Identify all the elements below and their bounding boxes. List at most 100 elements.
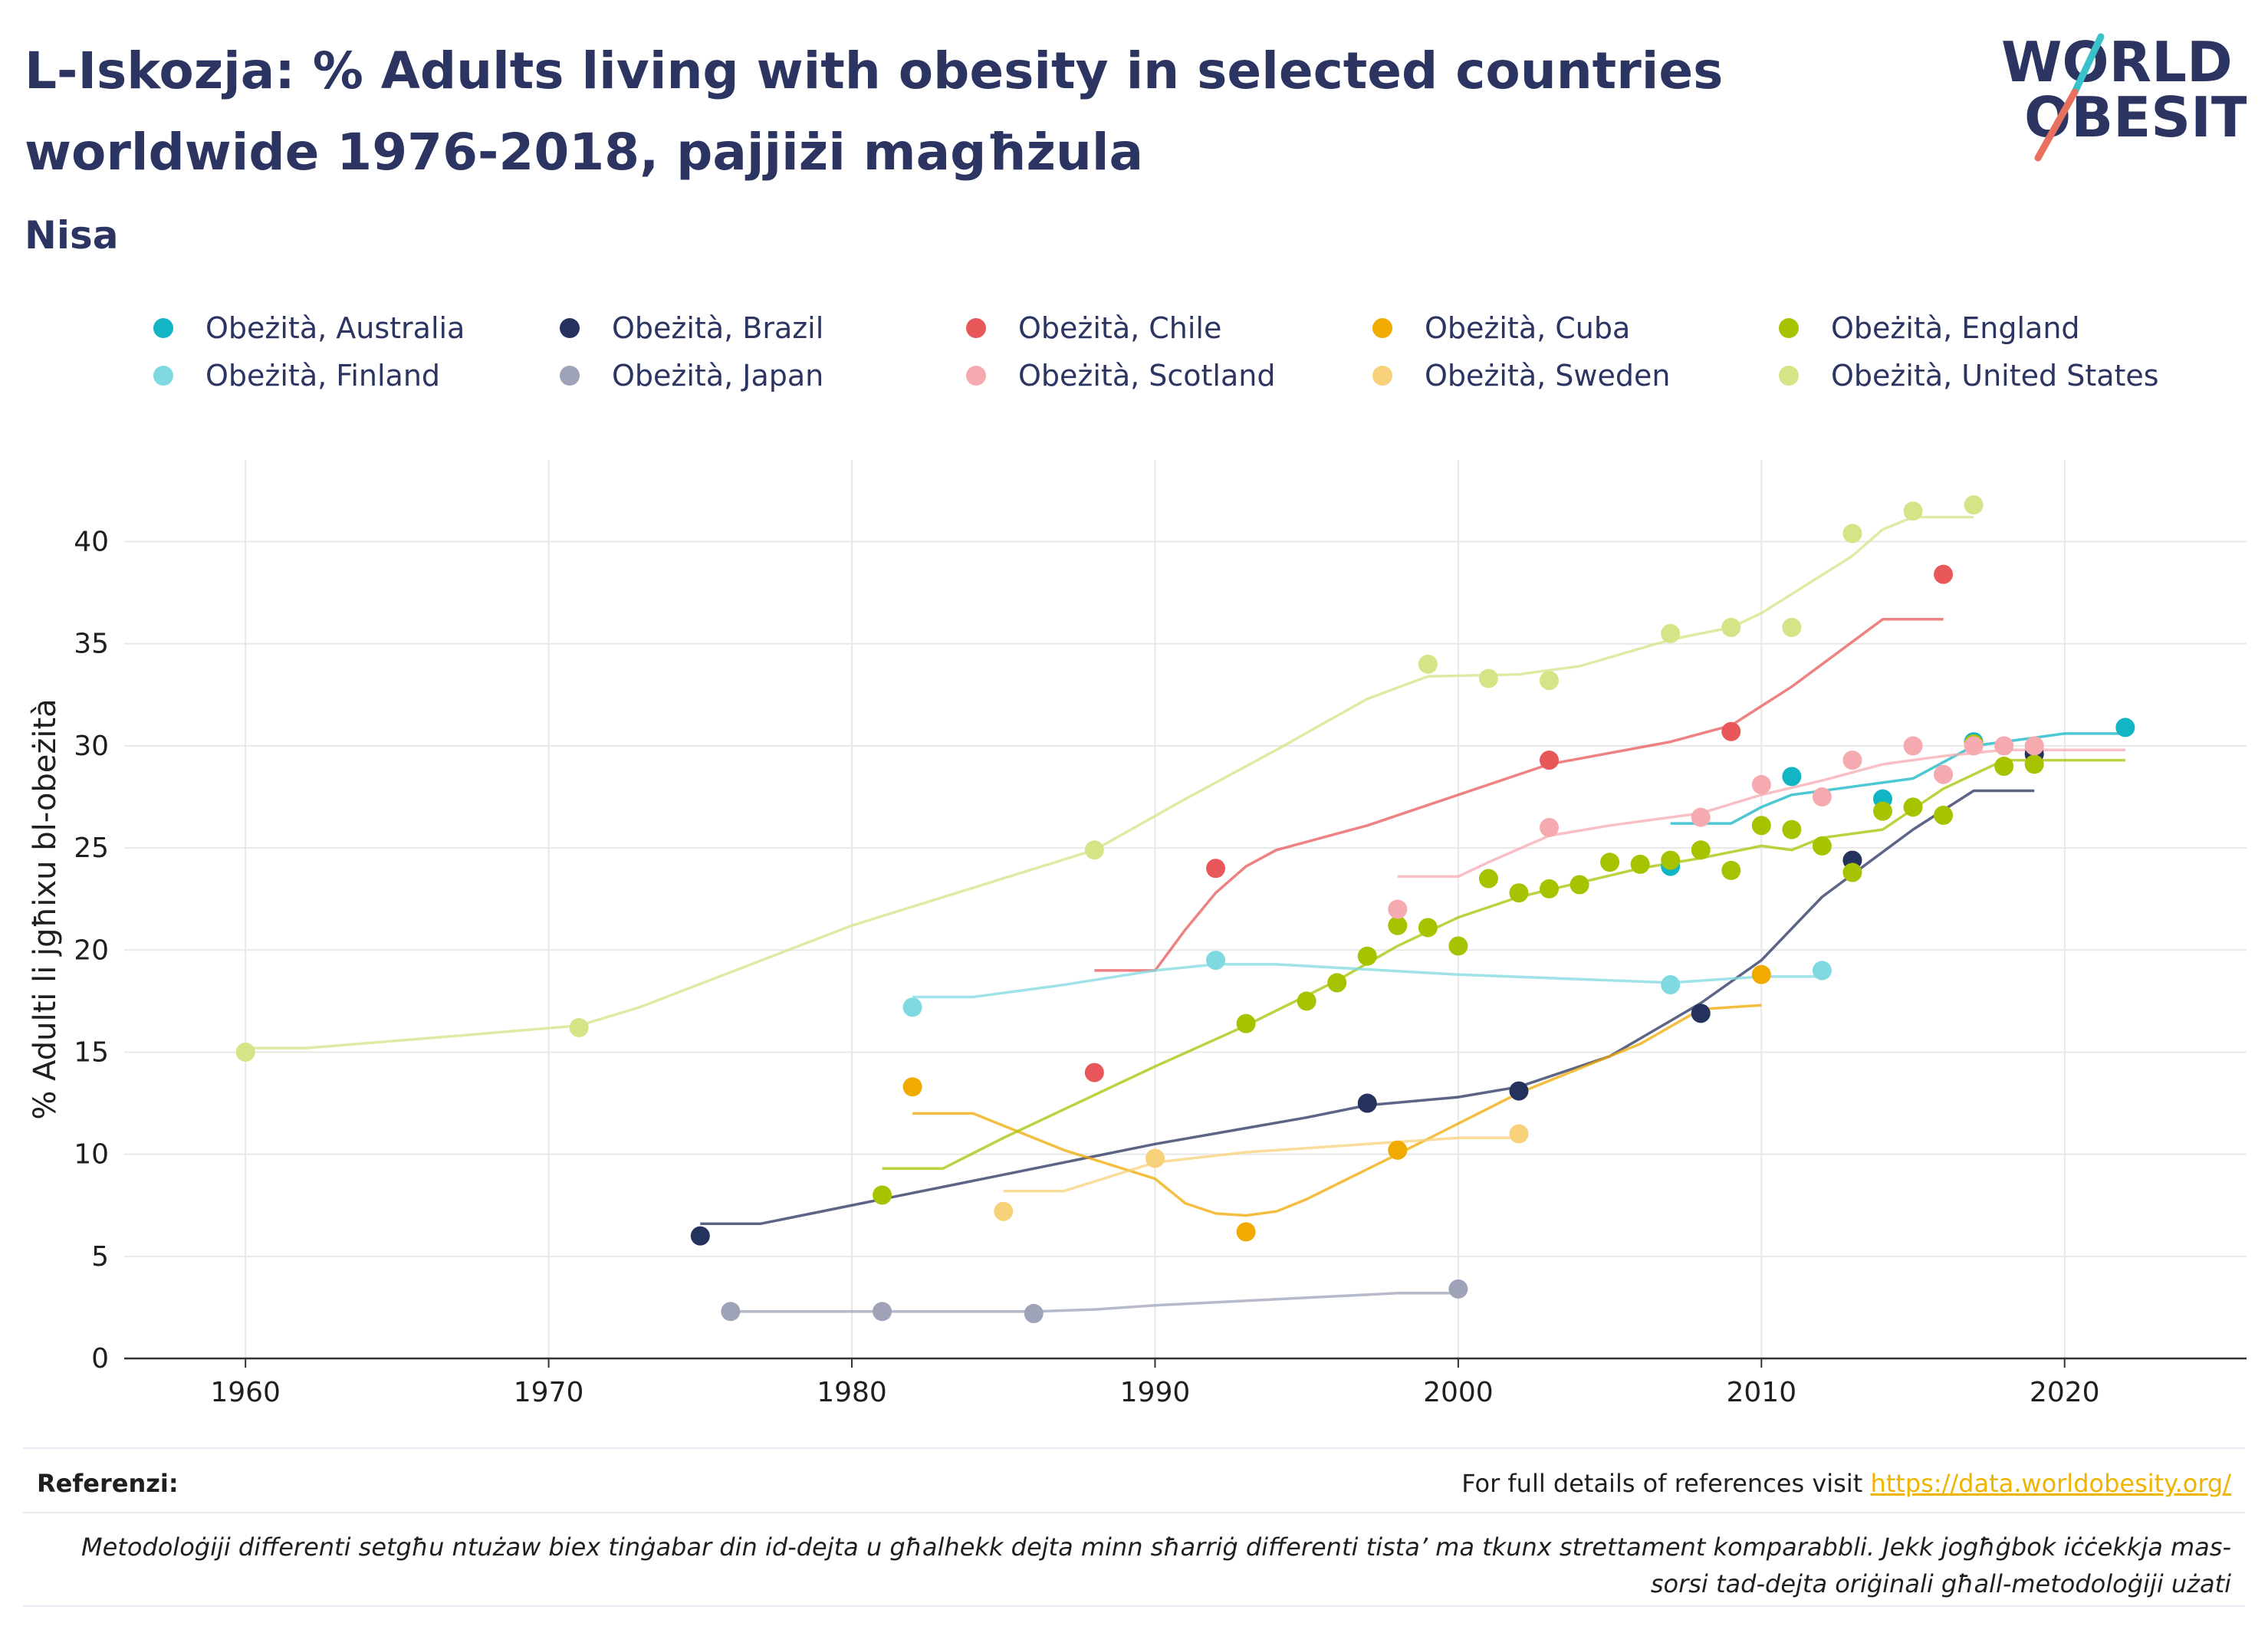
data-point-england[interactable] bbox=[1478, 869, 1498, 889]
data-point-japan[interactable] bbox=[873, 1302, 892, 1322]
data-point-chile[interactable] bbox=[1540, 751, 1560, 770]
legend-item[interactable]: Obeżità, Finland bbox=[153, 353, 440, 399]
legend-item[interactable]: Obeżità, Japan bbox=[560, 353, 823, 399]
data-point-chile[interactable] bbox=[1934, 564, 1954, 584]
data-point-sweden[interactable] bbox=[1509, 1124, 1529, 1144]
data-point-england[interactable] bbox=[873, 1185, 892, 1205]
data-point-united-states[interactable] bbox=[1964, 495, 1984, 515]
data-point-england[interactable] bbox=[1630, 854, 1650, 874]
data-point-united-states[interactable] bbox=[1721, 617, 1741, 637]
data-point-england[interactable] bbox=[1872, 801, 1892, 821]
data-point-united-states[interactable] bbox=[1478, 668, 1498, 688]
data-point-united-states[interactable] bbox=[235, 1042, 255, 1062]
legend-item[interactable]: Obeżità, Scotland bbox=[966, 353, 1275, 399]
data-point-cuba[interactable] bbox=[1388, 1140, 1408, 1160]
data-point-brazil[interactable] bbox=[1357, 1093, 1377, 1113]
data-point-england[interactable] bbox=[1327, 973, 1347, 993]
data-point-united-states[interactable] bbox=[569, 1017, 589, 1037]
data-point-england[interactable] bbox=[1782, 820, 1802, 839]
data-point-united-states[interactable] bbox=[1842, 524, 1862, 544]
data-point-scotland[interactable] bbox=[1751, 775, 1771, 795]
legend-item[interactable]: Obeżità, Chile bbox=[966, 305, 1221, 351]
data-point-japan[interactable] bbox=[721, 1302, 741, 1322]
chart-title: L-Iskozja: % Adults living with obesity … bbox=[25, 41, 1724, 182]
data-point-scotland[interactable] bbox=[1812, 787, 1832, 806]
data-point-england[interactable] bbox=[1842, 862, 1862, 882]
legend-label: Obeżità, Japan bbox=[612, 359, 824, 393]
data-point-england[interactable] bbox=[1812, 836, 1832, 856]
y-tick-label: 30 bbox=[74, 731, 109, 762]
data-point-cuba[interactable] bbox=[1751, 964, 1771, 984]
data-point-england[interactable] bbox=[1509, 883, 1529, 903]
data-point-england[interactable] bbox=[1934, 805, 1954, 825]
legend-item[interactable]: Obeżità, United States bbox=[1779, 353, 2159, 399]
y-tick-label: 15 bbox=[74, 1036, 109, 1068]
data-point-england[interactable] bbox=[1903, 797, 1923, 817]
data-point-scotland[interactable] bbox=[1691, 807, 1711, 827]
trend-line-australia bbox=[1670, 732, 2125, 825]
data-point-scotland[interactable] bbox=[1842, 751, 1862, 770]
data-point-england[interactable] bbox=[1994, 757, 2014, 777]
data-point-scotland[interactable] bbox=[1994, 736, 2014, 756]
data-point-england[interactable] bbox=[1418, 918, 1438, 938]
legend-item[interactable]: Obeżità, Brazil bbox=[560, 305, 823, 351]
data-point-brazil[interactable] bbox=[690, 1226, 710, 1246]
data-point-united-states[interactable] bbox=[1084, 840, 1104, 860]
axes: 1960 1970 1980 1990 2000 2010 2020 0 5 10 15 20 25 30… bbox=[74, 527, 2247, 1408]
legend-marker bbox=[560, 366, 580, 386]
data-point-australia[interactable] bbox=[1782, 767, 1802, 787]
data-point-finland[interactable] bbox=[1812, 961, 1832, 981]
data-point-cuba[interactable] bbox=[1236, 1222, 1256, 1242]
legend-marker bbox=[966, 318, 986, 338]
x-tick-label: 1970 bbox=[514, 1377, 584, 1408]
legend-item[interactable]: Obeżità, Sweden bbox=[1372, 353, 1670, 399]
data-point-scotland[interactable] bbox=[1903, 736, 1923, 756]
data-point-scotland[interactable] bbox=[1540, 817, 1560, 837]
data-point-finland[interactable] bbox=[1206, 951, 1226, 971]
data-point-england[interactable] bbox=[2024, 754, 2044, 774]
data-point-england[interactable] bbox=[1661, 850, 1681, 870]
data-point-chile[interactable] bbox=[1084, 1063, 1104, 1082]
data-point-england[interactable] bbox=[1357, 946, 1377, 966]
data-point-scotland[interactable] bbox=[1388, 899, 1408, 919]
y-tick-label: 40 bbox=[74, 527, 109, 558]
data-point-sweden[interactable] bbox=[994, 1201, 1014, 1221]
legend-item[interactable]: Obeżità, Australia bbox=[153, 305, 465, 351]
data-point-england[interactable] bbox=[1600, 852, 1620, 872]
data-point-united-states[interactable] bbox=[1540, 671, 1560, 691]
data-point-australia[interactable] bbox=[2115, 718, 2135, 737]
data-point-chile[interactable] bbox=[1721, 721, 1741, 741]
data-point-united-states[interactable] bbox=[1903, 501, 1923, 521]
data-point-japan[interactable] bbox=[1448, 1279, 1468, 1299]
legend-marker bbox=[1372, 366, 1392, 386]
data-point-united-states[interactable] bbox=[1782, 617, 1802, 637]
data-point-scotland[interactable] bbox=[2024, 736, 2044, 756]
data-point-england[interactable] bbox=[1388, 915, 1408, 935]
data-point-england[interactable] bbox=[1570, 875, 1589, 895]
data-point-england[interactable] bbox=[1691, 840, 1711, 860]
legend-marker bbox=[153, 366, 173, 386]
legend-item[interactable]: Obeżità, England bbox=[1779, 305, 2080, 351]
data-point-england[interactable] bbox=[1751, 816, 1771, 836]
legend-item[interactable]: Obeżità, Cuba bbox=[1372, 305, 1630, 351]
data-point-cuba[interactable] bbox=[902, 1077, 922, 1097]
data-point-england[interactable] bbox=[1297, 991, 1316, 1011]
data-point-united-states[interactable] bbox=[1661, 623, 1681, 643]
data-point-japan[interactable] bbox=[1024, 1303, 1044, 1323]
data-point-finland[interactable] bbox=[1661, 975, 1681, 995]
references-link[interactable]: https://data.worldobesity.org/ bbox=[1870, 1469, 2231, 1498]
data-point-england[interactable] bbox=[1448, 936, 1468, 956]
data-point-united-states[interactable] bbox=[1418, 654, 1438, 674]
data-point-england[interactable] bbox=[1540, 879, 1560, 898]
y-tick-label: 10 bbox=[74, 1139, 109, 1171]
data-point-chile[interactable] bbox=[1206, 859, 1226, 879]
data-point-sweden[interactable] bbox=[1145, 1148, 1165, 1168]
data-point-scotland[interactable] bbox=[1964, 736, 1984, 756]
data-point-england[interactable] bbox=[1236, 1013, 1256, 1033]
y-tick-label: 20 bbox=[74, 935, 109, 966]
data-point-england[interactable] bbox=[1721, 860, 1741, 880]
data-point-brazil[interactable] bbox=[1509, 1081, 1529, 1101]
data-point-finland[interactable] bbox=[902, 997, 922, 1017]
data-point-scotland[interactable] bbox=[1934, 764, 1954, 784]
data-point-brazil[interactable] bbox=[1691, 1004, 1711, 1023]
